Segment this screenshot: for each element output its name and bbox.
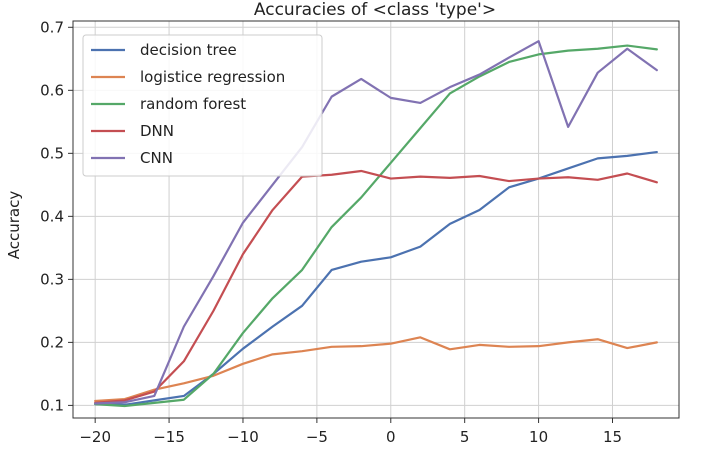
legend-label-logistice-regression: logistice regression: [140, 68, 285, 86]
axis-ticks: −20 −15 −10 −5 0 5 10 15 0.1 0.2 0.3 0.4 0.5 0.6 0.7: [40, 18, 622, 446]
x-tick-label: 15: [603, 428, 622, 446]
x-tick-label: −10: [227, 428, 259, 446]
chart-title: Accuracies of <class 'type'>: [254, 0, 496, 20]
legend-box: [82, 34, 323, 177]
x-tick-label: 5: [460, 428, 470, 446]
series-lines: [94, 40, 658, 408]
y-tick-label: 0.2: [40, 333, 64, 351]
series-line-cnn: [94, 40, 658, 405]
series-line-logistice-regression: [94, 336, 658, 403]
series-line-decision-tree: [94, 150, 658, 406]
y-tick-label: 0.6: [40, 81, 64, 99]
series-line-dnn: [94, 169, 658, 404]
grid: [73, 21, 679, 418]
y-tick-label: 0.7: [40, 18, 64, 36]
x-tick-label: 10: [529, 428, 548, 446]
x-tick-label: 0: [386, 428, 396, 446]
x-tick-label: −5: [306, 428, 328, 446]
plot-frame: [72, 20, 680, 419]
x-tick-label: −20: [79, 428, 111, 446]
legend-label-dnn: DNN: [140, 122, 174, 140]
y-tick-label: 0.1: [40, 396, 64, 414]
legend-label-decision-tree: decision tree: [140, 41, 237, 59]
y-tick-label: 0.3: [40, 270, 64, 288]
y-tick-label: 0.5: [40, 144, 64, 162]
series-line-random-forest: [94, 44, 658, 408]
legend-label-random-forest: random forest: [140, 95, 246, 113]
y-axis-label: Accuracy: [5, 191, 23, 260]
legend: decision tree logistice regression random …: [82, 34, 323, 177]
x-tick-label: −15: [153, 428, 185, 446]
legend-label-cnn: CNN: [140, 149, 173, 167]
y-tick-label: 0.4: [40, 207, 64, 225]
